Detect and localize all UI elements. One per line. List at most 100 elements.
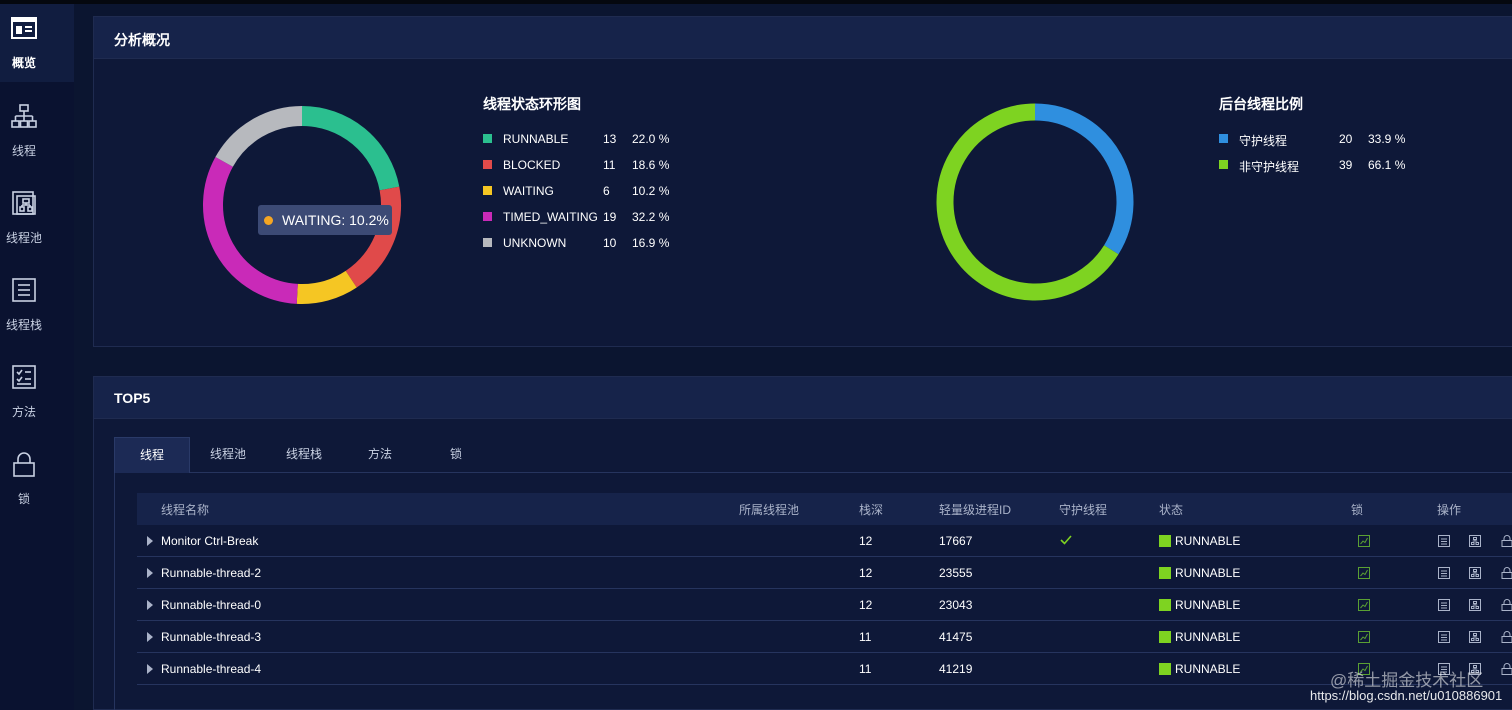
legend-item[interactable]: BLOCKED 11 18.6 % — [483, 156, 703, 174]
view-pool-icon[interactable] — [1468, 662, 1482, 676]
table-row[interactable]: Runnable-thread-4 11 41219 RUNNABLE — [137, 653, 1512, 685]
column-header-depth[interactable]: 栈深 — [859, 503, 884, 517]
top5-title: TOP5 — [114, 390, 151, 406]
legend-name: UNKNOWN — [503, 236, 567, 250]
legend-item[interactable]: TIMED_WAITING 19 32.2 % — [483, 208, 703, 226]
donut-slice-runnable[interactable] — [301, 106, 400, 191]
legend-item[interactable]: 非守护线程 39 66.1 % — [1219, 156, 1419, 174]
view-stack-icon[interactable] — [1437, 598, 1451, 612]
view-lock-icon[interactable] — [1500, 630, 1512, 644]
thread-name: Runnable-thread-2 — [161, 566, 262, 580]
view-lock-icon[interactable] — [1500, 534, 1512, 548]
legend-item[interactable]: 守护线程 20 33.9 % — [1219, 130, 1419, 148]
legend-swatch — [1219, 160, 1228, 169]
legend-swatch — [483, 160, 492, 169]
daemon-legend-title: 后台线程比例 — [1219, 96, 1303, 112]
donut-slice-non-daemon[interactable] — [936, 103, 1119, 301]
table-row[interactable]: Runnable-thread-0 12 23043 RUNNABLE — [137, 589, 1512, 621]
lock-icon — [10, 450, 38, 478]
analysis-panel-header: 分析概况 — [94, 17, 1512, 59]
lock-chart-icon[interactable] — [1357, 566, 1371, 580]
sidebar-item-thread-stack[interactable]: 线程栈 — [0, 266, 74, 344]
table-row[interactable]: Monitor Ctrl-Break 12 17667 RUNNABLE — [137, 525, 1512, 557]
tab-thread-stack[interactable]: 线程栈 — [285, 447, 322, 461]
legend-item[interactable]: RUNNABLE 13 22.0 % — [483, 130, 703, 148]
lwp-id: 23043 — [939, 598, 973, 612]
expand-arrow-icon[interactable] — [147, 600, 153, 610]
thread-state-legend-title: 线程状态环形图 — [483, 96, 581, 112]
legend-count: 11 — [603, 158, 616, 172]
view-pool-icon[interactable] — [1468, 566, 1482, 580]
expand-arrow-icon[interactable] — [147, 568, 153, 578]
donut-slice-waiting[interactable] — [296, 270, 357, 304]
column-header-daemon[interactable]: 守护线程 — [1059, 503, 1108, 517]
view-lock-icon[interactable] — [1500, 598, 1512, 612]
sidebar-item-thread[interactable]: 线程 — [0, 92, 74, 170]
lock-chart-icon[interactable] — [1357, 534, 1371, 548]
legend-item[interactable]: WAITING 6 10.2 % — [483, 182, 703, 200]
state-indicator — [1159, 599, 1171, 611]
sidebar-item-label: 锁 — [17, 492, 30, 506]
lwp-id: 41475 — [939, 630, 973, 644]
column-header-name[interactable]: 线程名称 — [161, 503, 210, 517]
column-header-state[interactable]: 状态 — [1159, 503, 1184, 517]
view-stack-icon[interactable] — [1437, 630, 1451, 644]
legend-swatch — [483, 186, 492, 195]
view-stack-icon[interactable] — [1437, 662, 1451, 676]
legend-count: 20 — [1339, 132, 1353, 146]
stack-depth: 11 — [859, 630, 872, 644]
chart-tooltip: WAITING: 10.2% — [258, 205, 392, 235]
tab-thread[interactable]: 线程 — [114, 437, 190, 473]
watermark-juejin: @稀土掘金技术社区 — [1330, 671, 1484, 690]
expand-arrow-icon[interactable] — [147, 632, 153, 642]
tooltip-dot-icon — [264, 216, 273, 225]
method-checklist-icon — [10, 363, 38, 391]
view-pool-icon[interactable] — [1468, 534, 1482, 548]
top-border — [0, 0, 1512, 4]
legend-item[interactable]: UNKNOWN 10 16.9 % — [483, 234, 703, 252]
donut-slice-timed-waiting[interactable] — [203, 157, 299, 304]
state-text: RUNNABLE — [1175, 566, 1241, 580]
legend-count: 6 — [603, 184, 610, 198]
lock-chart-icon[interactable] — [1357, 598, 1371, 612]
expand-arrow-icon[interactable] — [147, 536, 153, 546]
column-header-lwp[interactable]: 轻量级进程ID — [939, 503, 1012, 517]
legend-name: RUNNABLE — [503, 132, 569, 146]
table-row[interactable]: Runnable-thread-2 12 23555 RUNNABLE — [137, 557, 1512, 589]
thread-stack-icon — [10, 276, 38, 304]
lock-chart-icon[interactable] — [1357, 662, 1371, 676]
view-stack-icon[interactable] — [1437, 534, 1451, 548]
sidebar-item-overview[interactable]: 概览 — [0, 4, 74, 82]
view-stack-icon[interactable] — [1437, 566, 1451, 580]
column-header-pool[interactable]: 所属线程池 — [739, 503, 800, 517]
sidebar-item-thread-pool[interactable]: 线程池 — [0, 179, 74, 257]
daemon-check-icon — [1059, 533, 1073, 547]
view-pool-icon[interactable] — [1468, 630, 1482, 644]
expand-arrow-icon[interactable] — [147, 664, 153, 674]
state-indicator — [1159, 631, 1171, 643]
column-header-ops: 操作 — [1437, 503, 1462, 517]
tab-method[interactable]: 方法 — [367, 447, 392, 461]
column-header-lock[interactable]: 锁 — [1351, 503, 1364, 517]
view-lock-icon[interactable] — [1500, 566, 1512, 580]
analysis-panel: 分析概况 WAITING: 10.2% 线程状态环形图 RUNNABLE 13 … — [93, 16, 1512, 347]
top5-panel-header: TOP5 — [94, 377, 1512, 419]
donut-slice-blocked[interactable] — [345, 186, 401, 288]
legend-count: 13 — [603, 132, 617, 146]
state-text: RUNNABLE — [1175, 630, 1241, 644]
view-pool-icon[interactable] — [1468, 598, 1482, 612]
tab-lock[interactable]: 锁 — [449, 447, 462, 461]
tab-thread-pool[interactable]: 线程池 — [209, 447, 246, 461]
sidebar-item-lock[interactable]: 锁 — [0, 440, 74, 518]
legend-swatch — [483, 238, 492, 247]
lock-chart-icon[interactable] — [1357, 630, 1371, 644]
stack-depth: 12 — [859, 598, 873, 612]
analysis-title: 分析概况 — [114, 32, 170, 48]
donut-slice-daemon[interactable] — [1034, 103, 1134, 255]
stack-depth: 12 — [859, 534, 873, 548]
donut-slice-unknown[interactable] — [215, 106, 303, 167]
sidebar-item-method[interactable]: 方法 — [0, 353, 74, 431]
view-lock-icon[interactable] — [1500, 662, 1512, 676]
table-row[interactable]: Runnable-thread-3 11 41475 RUNNABLE — [137, 621, 1512, 653]
thread-name: Runnable-thread-0 — [161, 598, 262, 612]
